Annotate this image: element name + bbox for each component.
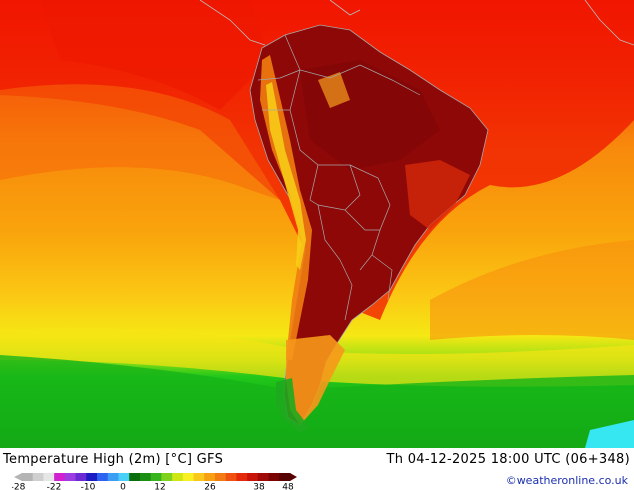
legend-swatch: [86, 473, 98, 481]
legend-swatch: [75, 473, 87, 481]
legend-tick-label: 0: [120, 483, 126, 490]
country-borders: [257, 34, 421, 321]
legend-swatch: [97, 473, 109, 481]
legend-swatch: [172, 473, 184, 481]
map-title: Temperature High (2m) [°C] GFS: [3, 452, 224, 467]
footer-bar: Temperature High (2m) [°C] GFS Th 04-12-…: [0, 448, 634, 490]
legend-swatch: [54, 473, 66, 481]
legend-swatch: [22, 473, 34, 481]
legend-tick-label: 26: [204, 483, 216, 490]
legend-tick-label: -28: [12, 483, 26, 490]
north-america-coast: [199, 0, 634, 46]
northwest-warm-spot: [318, 72, 350, 108]
pacific-hot-tongue: [40, 0, 270, 110]
legend-swatch: [247, 473, 259, 481]
atlantic-orange-patch: [430, 240, 634, 340]
site-credit[interactable]: ©weatheronline.co.uk: [505, 474, 628, 487]
legend-arrow-right: [290, 473, 297, 481]
legend-arrow-left: [14, 473, 22, 481]
pacific-orange-band: [0, 84, 280, 200]
legend-swatch: [129, 473, 141, 481]
legend-swatch: [193, 473, 205, 481]
legend-swatch: [268, 473, 280, 481]
legend-swatch: [118, 473, 130, 481]
color-legend: -28 -22 -10 0 12 26 38 48: [12, 473, 297, 490]
temperature-map: [0, 0, 634, 448]
brazil-highlands-warm: [405, 160, 470, 230]
legend-tick-label: 12: [154, 483, 165, 490]
legend-swatch: [64, 473, 76, 481]
legend-swatch: [107, 473, 119, 481]
cold-cyan-corner: [585, 420, 634, 448]
legend-swatch: [182, 473, 194, 481]
legend-swatch: [225, 473, 237, 481]
legend-swatch: [150, 473, 162, 481]
legend-tick-label: -22: [47, 483, 62, 490]
legend-swatch: [204, 473, 216, 481]
legend-swatch: [43, 473, 55, 481]
legend-swatch: [279, 473, 291, 481]
legend-swatch: [257, 473, 269, 481]
legend-tick-label: -10: [81, 483, 96, 490]
forecast-datetime: Th 04-12-2025 18:00 UTC (06+348): [386, 452, 630, 467]
patagonia-orange: [286, 335, 345, 425]
legend-swatch: [139, 473, 152, 481]
andes-yellow-peaks: [266, 82, 306, 270]
legend-tick-label: 48: [282, 483, 294, 490]
patagonia-green-tip: [276, 378, 310, 432]
legend-swatch: [214, 473, 227, 481]
legend-swatch: [236, 473, 248, 481]
legend-swatch: [161, 473, 173, 481]
legend-tick-label: 38: [253, 483, 265, 490]
legend-swatch: [32, 473, 44, 481]
